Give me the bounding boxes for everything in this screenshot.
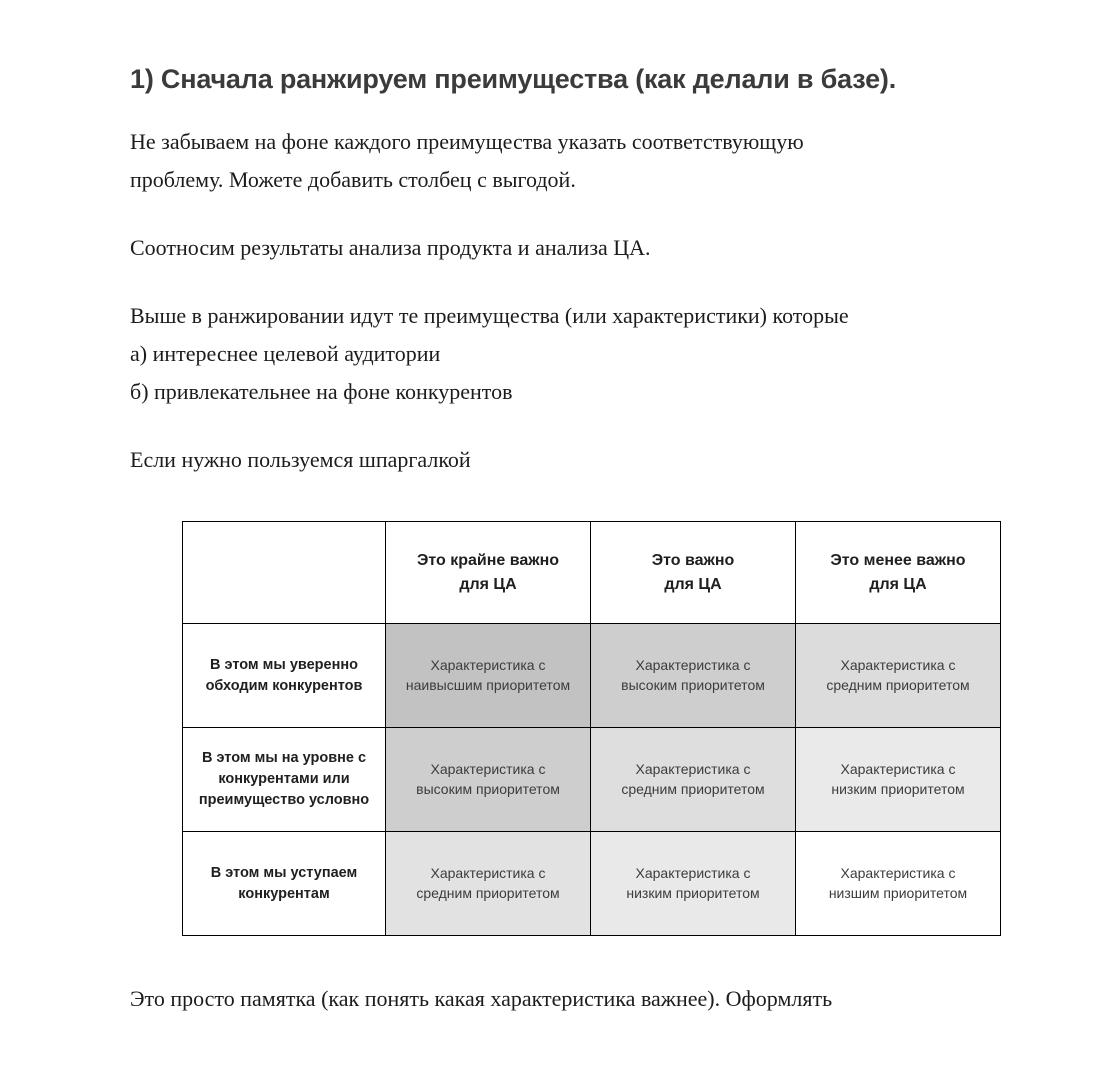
matrix-cell-medium-priority: Характеристика с средним приоритетом [795,623,1001,729]
matrix-cell-high-priority: Характеристика с высоким приоритетом [590,623,796,729]
matrix-row-header: В этом мы уверенно обходим конкурентов [182,623,386,729]
paragraph-cheatsheet-note: Если нужно пользуемся шпаргалкой [130,447,471,473]
matrix-column-header-critical: Это крайне важно для ЦА [385,521,591,625]
paragraph-correlate: Соотносим результаты анализа продукта и … [130,235,651,261]
matrix-cell-medium-priority: Характеристика с средним приоритетом [590,727,796,833]
matrix-row-ahead-of-competitors: В этом мы уверенно обходим конкурентов Х… [182,623,1001,729]
matrix-header-row: Это крайне важно для ЦА Это важно для ЦА… [182,521,1001,625]
paragraph-ranking-rules: Выше в ранжировании идут те преимущества… [130,303,849,405]
page-title: 1) Сначала ранжируем преимущества (как д… [130,64,897,94]
paragraph-intro: Не забываем на фоне каждого преимущества… [130,129,804,193]
matrix-row-behind-competitors: В этом мы уступаем конкурентам Характери… [182,831,1001,937]
matrix-cell-highest-priority: Характеристика с наивысшим приоритетом [385,623,591,729]
matrix-cell-low-priority: Характеристика с низким приоритетом [795,727,1001,833]
matrix-corner-cell [182,521,386,625]
paragraph-footer-note: Это просто памятка (как понять какая хар… [130,986,833,1012]
matrix-cell-low-priority: Характеристика с низким приоритетом [590,831,796,937]
matrix-column-header-less-important: Это менее важно для ЦА [795,521,1001,625]
matrix-row-header: В этом мы на уровне с конкурентами или п… [182,727,386,833]
matrix-cell-high-priority: Характеристика с высоким приоритетом [385,727,591,833]
matrix-row-equal-to-competitors: В этом мы на уровне с конкурентами или п… [182,727,1001,833]
matrix-column-header-important: Это важно для ЦА [590,521,796,625]
matrix-row-header: В этом мы уступаем конкурентам [182,831,386,937]
matrix-cell-medium-priority: Характеристика с средним приоритетом [385,831,591,937]
priority-matrix-table: Это крайне важно для ЦА Это важно для ЦА… [182,521,1001,937]
matrix-cell-lowest-priority: Характеристика с низшим приоритетом [795,831,1001,937]
